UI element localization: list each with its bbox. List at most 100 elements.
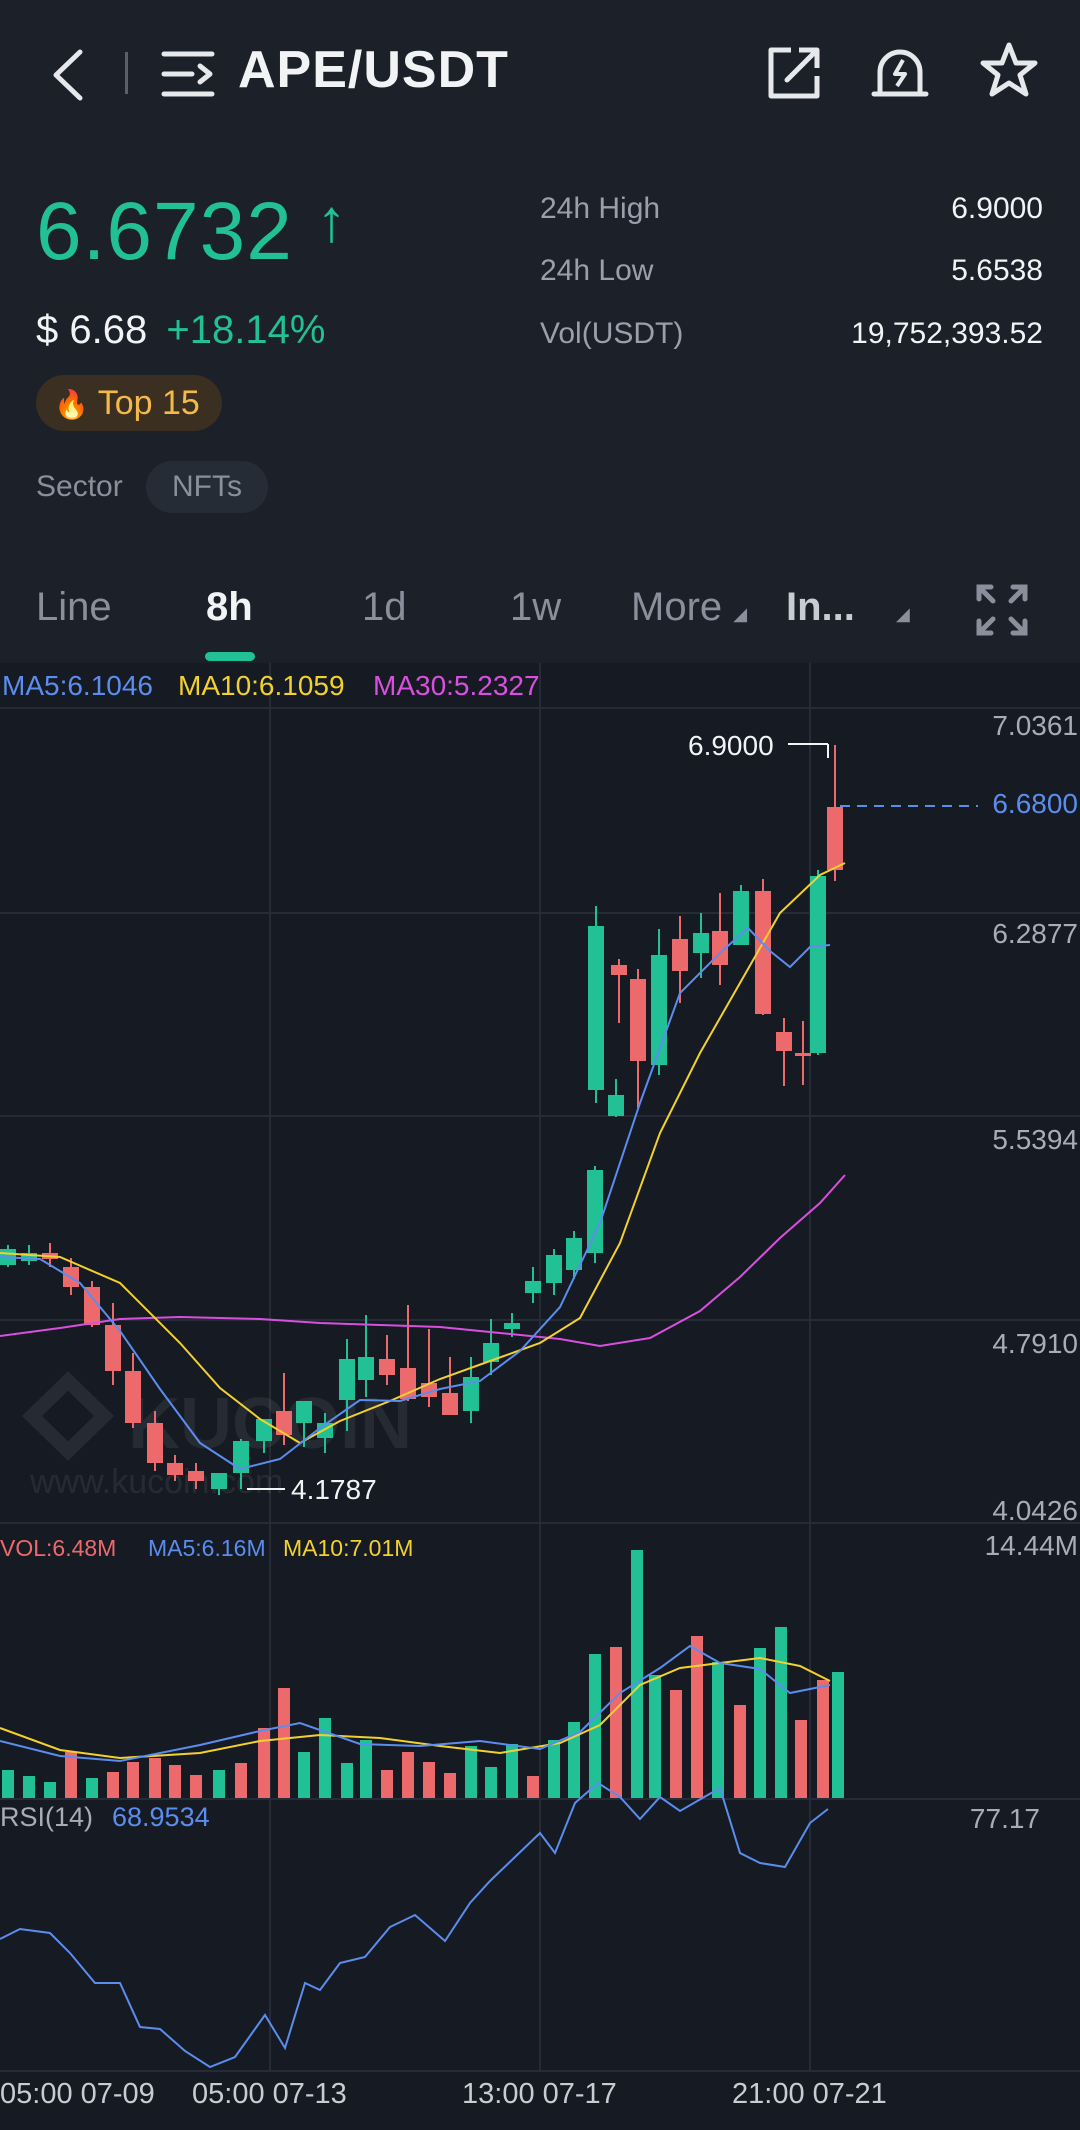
candle [733,885,749,945]
volume-bar [610,1647,622,1798]
volume-bar [65,1752,77,1798]
tab-8h[interactable]: 8h [206,585,253,629]
volume-bar [44,1782,56,1798]
candlestick-series [0,745,843,1495]
volume-bar [754,1648,766,1798]
candle-body [630,979,646,1061]
volume-bar [506,1744,518,1798]
chart-grid [0,663,1080,2072]
back-arrow-icon [53,49,83,101]
tab-indicator-label: In... [786,585,855,629]
volume-bars [2,1550,844,1798]
back-button[interactable] [40,40,100,110]
candle [827,745,843,881]
min-price-marker: 4.1787 [291,1474,377,1505]
candle-body [147,1423,163,1463]
high-value: 6.9000 [951,192,1043,225]
candle-body [611,965,627,975]
volume-bar [360,1740,372,1798]
ma10-line [0,862,846,1445]
candle-body [588,926,604,1090]
volume-bar [485,1767,497,1798]
rank-badge-label: Top 15 [97,384,200,422]
candle-body [167,1463,183,1475]
candle-body [827,807,843,870]
candle [587,1166,603,1263]
rsi-line-path [0,1781,829,2069]
candle-body [587,1170,603,1253]
fullscreen-button[interactable] [975,583,1029,637]
candle [546,1249,562,1295]
sector-chip[interactable]: NFTs [146,461,268,513]
max-price-marker: 6.9000 [688,730,774,761]
volume-bar [527,1776,539,1798]
volume-bar [817,1680,829,1798]
time-tick-4: 21:00 07-21 [732,2078,887,2110]
candle [504,1313,520,1337]
candle [167,1455,183,1481]
volume-bar [149,1758,161,1798]
price-alert-button[interactable] [870,42,930,102]
vol-ma5-line [0,1644,831,1763]
high-label: 24h High [540,192,661,225]
candle [211,1473,227,1495]
candle [147,1411,163,1471]
volume-bar [319,1718,331,1798]
volume-bar [444,1773,456,1798]
volume-bar [670,1690,682,1798]
vol-ma5-label: MA5:6.16M [148,1535,266,1561]
volume-value: 19,752,393.52 [851,317,1043,350]
candle-body [400,1368,416,1399]
time-tick-3: 13:00 07-17 [462,2078,617,2110]
candle-body [733,891,749,945]
candle-body [755,891,771,1014]
pair-title[interactable]: APE/USDT [238,41,509,99]
candle-body [276,1411,292,1435]
alert-bell-icon [871,49,929,97]
volume-bar [465,1746,477,1798]
candle [810,870,826,1055]
tab-1w[interactable]: 1w [510,585,562,629]
tab-line[interactable]: Line [36,585,112,629]
pair-menu-button[interactable] [160,46,220,102]
vol-max-tick: 14.44M [984,1530,1078,1561]
volume-bar [795,1720,807,1798]
price-tick-1: 7.0361 [992,710,1078,741]
volume-ma-lines [0,1644,831,1763]
candle [84,1281,100,1327]
tab-indicator[interactable]: In... ◢ [786,585,910,630]
volume-bar [712,1662,724,1798]
candle-body [125,1371,141,1423]
candle [566,1231,582,1279]
tab-more[interactable]: More ◢ [631,585,747,630]
volume-bar [734,1705,746,1798]
kline-chart[interactable]: KUCOIN www.kucoin.com [0,663,1080,2130]
volume-bar [568,1722,580,1798]
tab-1d[interactable]: 1d [362,585,407,629]
volume-bar [213,1770,225,1798]
volume-bar [832,1672,844,1798]
candle-body [358,1357,374,1380]
candle-body [795,1053,811,1056]
candle [611,959,627,1023]
candle-body [211,1473,227,1489]
candle-body [21,1253,37,1261]
menu-icon [161,51,215,97]
favorite-button[interactable] [978,40,1040,102]
volume-bar [278,1688,290,1798]
rank-badge[interactable]: 🔥 Top 15 [36,375,222,431]
candle [421,1329,437,1407]
kucoin-watermark: KUCOIN www.kucoin.com [21,1371,412,1501]
candle [693,913,709,978]
candle-body [776,1032,792,1051]
dropdown-triangle-icon: ◢ [733,604,748,624]
share-button[interactable] [765,44,823,102]
vol-ma10-line [0,1656,831,1760]
candle-body [693,933,709,953]
rsi-label: RSI(14) [0,1802,94,1832]
vol-ma10-label: MA10:7.01M [283,1535,414,1561]
candle [608,1079,624,1117]
candle [125,1353,141,1428]
time-tick-1: 05:00 07-09 [0,2078,155,2110]
usd-price: 6.68 [69,308,148,352]
